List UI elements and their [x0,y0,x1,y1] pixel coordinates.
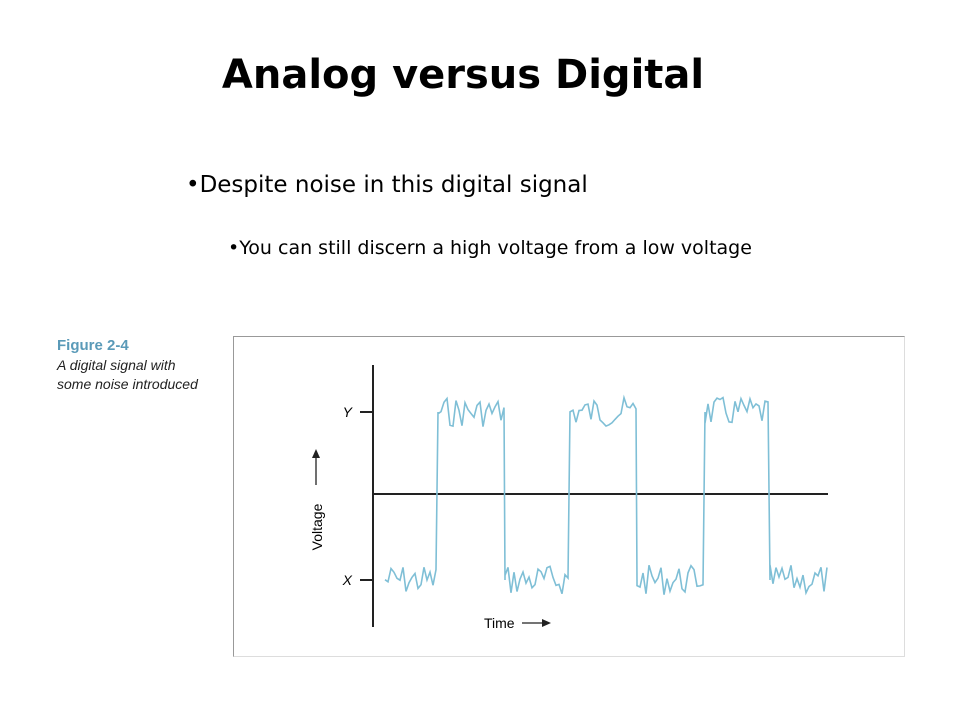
low-label: X [342,572,353,588]
high-label: Y [343,404,354,420]
y-axis-label: Voltage [309,503,325,550]
slide-title: Analog versus Digital [221,52,705,98]
arrowhead [312,449,320,458]
caption-line: some noise introduced [57,375,198,392]
figure-caption: Figure 2-4 A digital signal with some no… [57,337,198,394]
caption-title: Figure 2-4 [57,337,129,354]
arrowhead [542,619,551,627]
bullet: •Despite noise in this digital signal [186,172,588,198]
figure-frame [233,336,905,657]
sub-bullet: •You can still discern a high voltage fr… [228,237,752,259]
noisy-signal [384,394,828,596]
caption-line: A digital signal with [57,357,176,373]
x-axis-label: Time [484,615,515,631]
